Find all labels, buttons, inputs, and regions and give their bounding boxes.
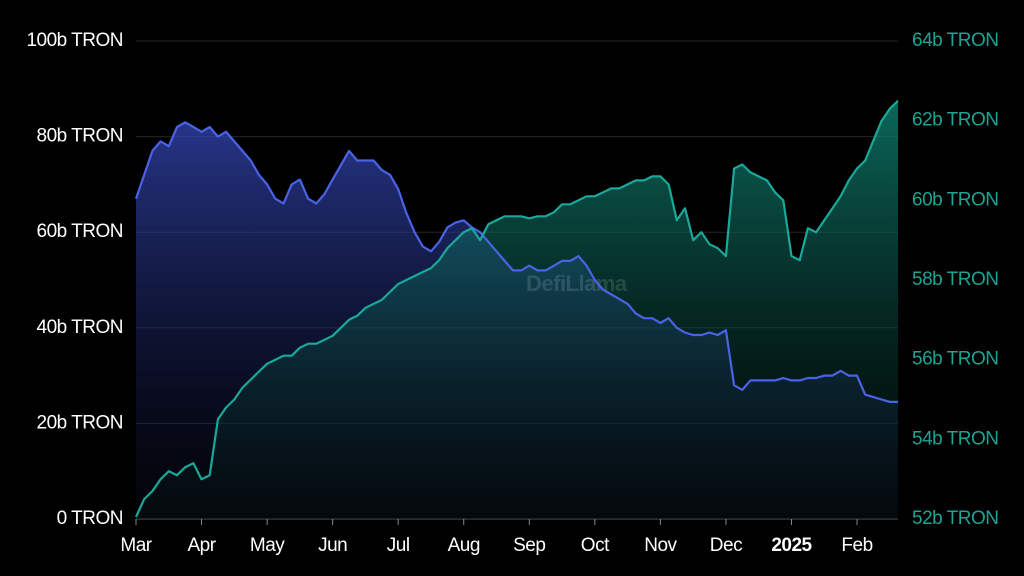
x-tick-label: Feb <box>841 535 872 556</box>
x-tick-label: Nov <box>644 535 677 556</box>
areas <box>136 100 898 520</box>
x-tick-label: Apr <box>188 535 217 556</box>
x-tick-label: May <box>250 535 285 556</box>
x-tick-label: Sep <box>513 535 545 556</box>
area <box>136 100 898 520</box>
x-tick-label: 2025 <box>771 535 812 556</box>
y-tick-label: 80b TRON <box>37 126 123 147</box>
y2-tick-label: 56b TRON <box>912 349 998 370</box>
lines <box>134 100 899 518</box>
y-tick-label: 20b TRON <box>37 412 123 433</box>
y2-tick-label: 54b TRON <box>912 428 998 449</box>
y2-tick-label: 52b TRON <box>912 508 998 529</box>
line <box>134 100 899 518</box>
x-tick-label: Jul <box>387 535 410 556</box>
x-tick-label: Dec <box>710 535 742 556</box>
y-tick-label: 40b TRON <box>37 317 123 338</box>
watermark: DefiLlama <box>526 271 628 296</box>
y2-tick-label: 62b TRON <box>912 110 998 131</box>
labels: 0 TRON 20b TRON 40b TRON 60b TRON 80b TRON 10… <box>26 30 999 556</box>
y-tick-label: 100b TRON <box>26 30 123 51</box>
line <box>134 121 898 403</box>
y2-tick-label: 58b TRON <box>912 269 998 290</box>
x-tick-label: Aug <box>448 535 480 556</box>
x-tick-label: Mar <box>120 535 152 556</box>
y2-tick-label: 64b TRON <box>912 30 998 51</box>
x-tick-label: Oct <box>581 535 610 556</box>
y-tick-label: 0 TRON <box>57 508 123 529</box>
y2-tick-label: 60b TRON <box>912 189 998 210</box>
y-tick-label: 60b TRON <box>37 221 123 242</box>
x-tick-label: Jun <box>318 535 347 556</box>
